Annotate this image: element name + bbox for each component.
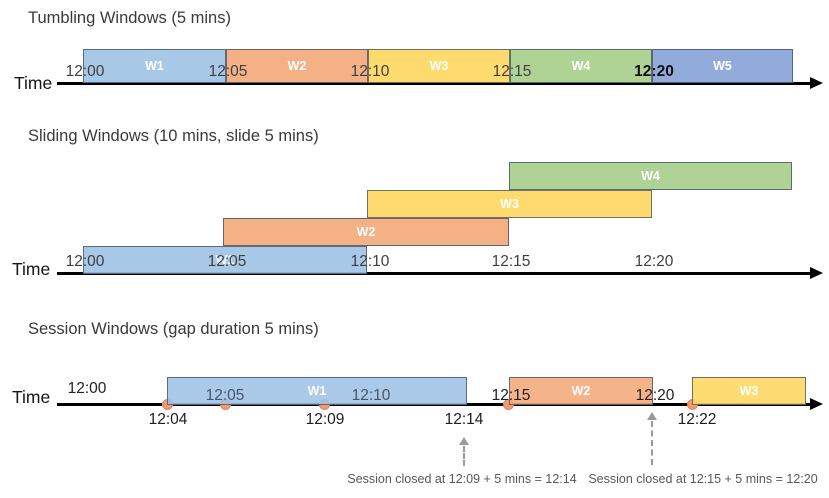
session-tick-12-05: 12:05 — [205, 387, 245, 404]
sliding-tick-12-05: 12:05 — [207, 253, 247, 270]
session-axis-arrowhead-icon — [810, 398, 823, 410]
window-label: W2 — [571, 383, 591, 398]
session-tick-12-15: 12:15 — [491, 387, 531, 404]
sliding-tick-12-15: 12:15 — [491, 253, 531, 270]
window-label: W1 — [145, 58, 164, 73]
tumbling-time-axis — [57, 82, 813, 85]
session-window-w2: W2 — [509, 377, 653, 405]
callout-arrowhead-icon — [647, 412, 657, 420]
session-tick-12-00: 12:00 — [67, 380, 107, 397]
session-tick-12-10: 12:10 — [351, 387, 391, 404]
window-label: W1 — [307, 383, 327, 398]
session-closed-annotation-1: Session closed at 12:09 + 5 mins = 12:14 — [347, 472, 577, 486]
window-label: W1 — [215, 252, 235, 267]
window-label: W4 — [571, 58, 591, 73]
tumbling-section-title: Tumbling Windows (5 mins) — [28, 9, 231, 27]
tumbling-time-axis-label: Time — [14, 73, 53, 93]
sliding-tick-12-10: 12:10 — [350, 253, 390, 270]
sliding-window-w1: W1 — [83, 246, 367, 274]
sliding-tick-12-00: 12:00 — [65, 253, 105, 270]
tumbling-window-w4: W4 — [510, 49, 652, 83]
sliding-window-w3: W3 — [367, 190, 652, 218]
sliding-axis-arrowhead-icon — [810, 267, 823, 279]
window-label: W3 — [739, 383, 759, 398]
callout-arrow-shaft — [651, 421, 653, 465]
tumbling-window-w5: W5 — [652, 49, 793, 83]
session-window-w3: W3 — [692, 377, 806, 405]
window-label: W5 — [713, 58, 732, 73]
sliding-window-w2: W2 — [223, 218, 509, 246]
callout-arrow-shaft — [463, 446, 465, 466]
tumbling-window-w2: W2 — [226, 49, 368, 83]
window-label: W3 — [429, 58, 449, 73]
tumbling-window-w1: W1 — [83, 49, 226, 83]
tumbling-tick-12-20: 12:20 — [634, 63, 674, 80]
window-label: W2 — [356, 224, 376, 239]
window-label: W3 — [500, 196, 519, 211]
event-time-12-14: 12:14 — [444, 411, 484, 428]
tumbling-tick-12-00: 12:00 — [65, 63, 105, 80]
session-time-axis-label: Time — [12, 387, 51, 407]
session-tick-12-20: 12:20 — [635, 387, 675, 404]
window-label: W2 — [287, 58, 307, 73]
session-section-title: Session Windows (gap duration 5 mins) — [28, 320, 319, 338]
sliding-time-axis-label: Time — [12, 259, 51, 279]
window-label: W4 — [641, 168, 660, 183]
tumbling-tick-12-05: 12:05 — [208, 63, 248, 80]
event-time-12-09: 12:09 — [305, 411, 345, 428]
sliding-time-axis — [57, 272, 813, 275]
callout-arrowhead-icon — [459, 437, 469, 445]
event-time-12-04: 12:04 — [148, 411, 188, 428]
sliding-section-title: Sliding Windows (10 mins, slide 5 mins) — [28, 127, 319, 145]
sliding-window-w4: W4 — [509, 162, 792, 190]
tumbling-tick-12-15: 12:15 — [492, 63, 532, 80]
tumbling-axis-arrowhead-icon — [810, 77, 823, 89]
tumbling-tick-12-10: 12:10 — [350, 63, 390, 80]
tumbling-window-w3: W3 — [368, 49, 510, 83]
event-time-12-22: 12:22 — [677, 411, 717, 428]
session-window-w1: W1 — [167, 377, 467, 405]
sliding-tick-12-20: 12:20 — [634, 253, 674, 270]
session-closed-annotation-2: Session closed at 12:15 + 5 mins = 12:20 — [588, 472, 818, 486]
